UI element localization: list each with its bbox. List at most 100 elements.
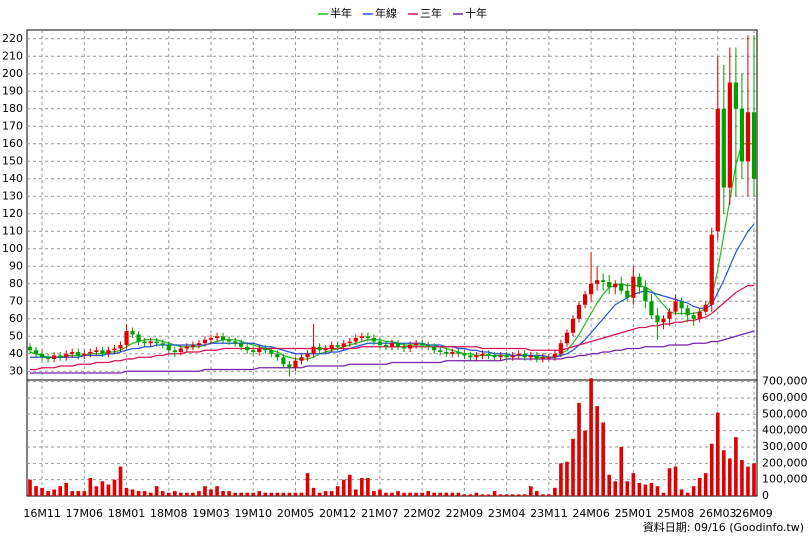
- volume-bar: [257, 491, 262, 496]
- x-tick-label: 23M04: [488, 507, 526, 520]
- candle-body: [613, 283, 618, 288]
- volume-bar: [203, 486, 207, 496]
- volume-bar: [299, 492, 304, 496]
- volume-bar: [64, 482, 69, 496]
- candle-body: [245, 346, 250, 351]
- candle-body: [305, 353, 310, 358]
- y-tick-label: 150: [2, 154, 23, 167]
- candle-body: [239, 343, 244, 347]
- legend: 半年 年線 三年 十年: [318, 6, 487, 20]
- volume-bar: [559, 463, 563, 496]
- y-tick-label: 110: [2, 224, 23, 237]
- candle-body: [395, 343, 401, 347]
- candle-body: [281, 357, 286, 365]
- candle-body: [546, 357, 551, 359]
- candle-body: [94, 350, 99, 352]
- candle-body: [184, 346, 189, 349]
- y-tick-label: 220: [2, 32, 23, 45]
- candle-body: [46, 357, 51, 359]
- candle-body: [558, 343, 564, 354]
- x-tick-label: 22M02: [403, 507, 441, 520]
- volume-bar: [504, 494, 509, 496]
- candle-body: [522, 353, 527, 358]
- volume-bar: [734, 437, 738, 496]
- volume-bar: [607, 474, 611, 496]
- volume-bar: [456, 492, 461, 496]
- y-tick-label: 180: [2, 102, 23, 115]
- x-tick-label: 20M12: [319, 507, 357, 520]
- candle-body: [287, 364, 292, 368]
- candle-body: [160, 343, 165, 345]
- candle-body: [39, 353, 45, 358]
- volume-bar: [154, 486, 159, 496]
- volume-bar: [70, 491, 75, 496]
- candle-body: [631, 276, 636, 298]
- candle-body: [709, 234, 714, 305]
- candle-body: [552, 353, 558, 358]
- candle-body: [697, 311, 702, 319]
- candle-body: [70, 352, 75, 354]
- candle-body: [335, 345, 340, 347]
- candle-body: [275, 353, 280, 358]
- volume-bar: [703, 473, 708, 496]
- x-tick-label: 22M09: [446, 507, 484, 520]
- volume-tick-label: 500,000: [762, 407, 808, 420]
- volume-bar: [215, 486, 219, 496]
- volume-bar: [197, 491, 201, 496]
- y-tick-label: 30: [9, 364, 23, 377]
- volume-bar: [106, 484, 111, 496]
- volume-bar: [166, 492, 171, 496]
- candle-body: [540, 357, 545, 359]
- volume-bar: [88, 478, 93, 496]
- volume-bar: [691, 486, 696, 496]
- volume-bar: [728, 458, 732, 496]
- candle-body: [118, 345, 123, 349]
- x-tick-label: 19M03: [192, 507, 230, 520]
- y-tick-label: 70: [9, 294, 23, 307]
- volume-bar: [148, 492, 153, 496]
- volume-bar: [740, 460, 744, 496]
- volume-bar: [396, 491, 400, 496]
- volume-bar: [613, 481, 618, 496]
- candle-body: [516, 353, 521, 356]
- candle-body: [715, 108, 720, 232]
- volume-tick-label: 600,000: [762, 391, 808, 404]
- volume-bar: [287, 492, 292, 496]
- candle-body: [450, 352, 455, 354]
- volume-bar: [414, 492, 418, 496]
- volume-bar: [124, 487, 129, 496]
- volume-bar: [619, 446, 624, 496]
- candle-body: [582, 294, 588, 305]
- volume-bar: [655, 486, 660, 496]
- volume-bar: [323, 491, 328, 496]
- volume-bar: [722, 450, 726, 496]
- volume-bar: [553, 487, 557, 496]
- y-tick-label: 200: [2, 67, 23, 80]
- volume-bar: [746, 466, 750, 496]
- candle-body: [136, 334, 141, 342]
- candle-body: [347, 341, 352, 344]
- volume-bar: [94, 486, 99, 496]
- y-tick-label: 190: [2, 84, 23, 97]
- candle-body: [492, 355, 497, 358]
- y-tick-label: 60: [9, 312, 23, 325]
- x-tick-label: 16M11: [23, 507, 61, 520]
- candle-body: [691, 315, 696, 319]
- ma-line: [30, 330, 755, 374]
- volume-bar: [528, 486, 533, 496]
- volume-bar: [444, 492, 449, 496]
- volume-tick-label: 700,000: [762, 375, 808, 388]
- volume-bar: [305, 473, 310, 496]
- volume-bar: [595, 406, 599, 496]
- volume-bar: [372, 491, 376, 496]
- candle-body: [673, 301, 678, 312]
- volume-bar: [52, 489, 56, 496]
- y-tick-label: 40: [9, 347, 23, 360]
- volume-bar: [510, 494, 515, 496]
- candle-body: [257, 348, 262, 352]
- volume-bar: [130, 489, 135, 496]
- candle-body: [341, 343, 346, 347]
- candle-body: [727, 82, 732, 188]
- volume-bar: [390, 492, 394, 496]
